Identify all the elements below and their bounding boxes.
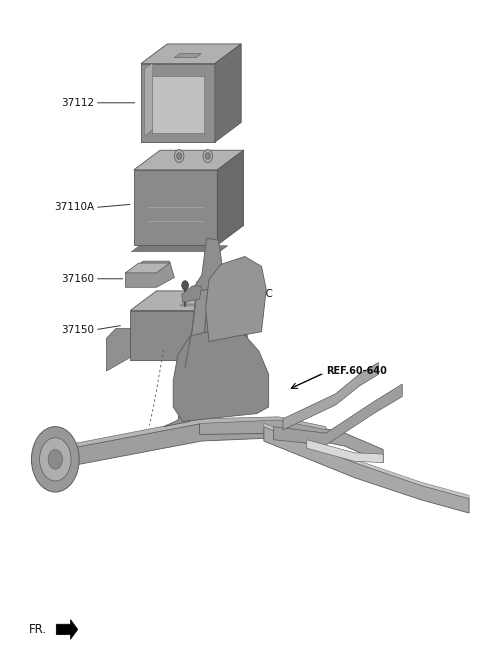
Text: 1125AC: 1125AC	[233, 289, 274, 299]
Circle shape	[177, 153, 181, 160]
Polygon shape	[107, 328, 135, 371]
Polygon shape	[141, 64, 215, 142]
Text: FR.: FR.	[29, 623, 47, 636]
Polygon shape	[47, 420, 326, 470]
Polygon shape	[56, 620, 78, 639]
Circle shape	[39, 438, 71, 481]
Polygon shape	[134, 150, 243, 170]
Polygon shape	[274, 384, 402, 445]
Polygon shape	[221, 291, 247, 359]
Polygon shape	[152, 76, 204, 133]
Polygon shape	[180, 304, 195, 306]
Polygon shape	[215, 44, 241, 142]
Polygon shape	[125, 261, 174, 287]
Polygon shape	[264, 426, 469, 513]
Polygon shape	[130, 291, 247, 311]
Text: 37150: 37150	[61, 325, 95, 335]
Polygon shape	[130, 311, 221, 359]
Text: 37110A: 37110A	[54, 202, 95, 212]
Polygon shape	[141, 44, 241, 64]
Circle shape	[32, 426, 79, 492]
Polygon shape	[125, 263, 169, 273]
Polygon shape	[199, 419, 383, 463]
Polygon shape	[164, 281, 209, 426]
Circle shape	[203, 150, 213, 163]
Circle shape	[205, 153, 210, 160]
Polygon shape	[47, 417, 326, 453]
Polygon shape	[264, 423, 469, 499]
Text: 37160: 37160	[61, 274, 95, 284]
Polygon shape	[283, 363, 378, 430]
Polygon shape	[173, 332, 269, 421]
Polygon shape	[217, 150, 243, 245]
Polygon shape	[190, 238, 223, 292]
Circle shape	[48, 449, 62, 469]
Polygon shape	[145, 63, 153, 135]
Polygon shape	[205, 256, 266, 342]
Circle shape	[182, 281, 189, 290]
Polygon shape	[307, 440, 383, 463]
Polygon shape	[134, 170, 217, 245]
Polygon shape	[182, 286, 202, 302]
Text: REF.60-640: REF.60-640	[326, 366, 387, 376]
Polygon shape	[174, 54, 201, 58]
Text: 37112: 37112	[61, 98, 95, 108]
Polygon shape	[132, 246, 228, 252]
Circle shape	[174, 150, 184, 163]
